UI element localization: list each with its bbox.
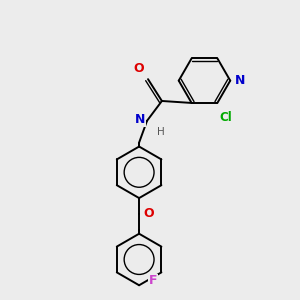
Text: N: N — [135, 113, 145, 126]
Text: F: F — [149, 274, 158, 287]
Text: H: H — [157, 127, 165, 137]
Text: O: O — [143, 207, 154, 220]
Text: O: O — [134, 62, 144, 75]
Text: N: N — [235, 74, 246, 87]
Text: Cl: Cl — [219, 111, 232, 124]
